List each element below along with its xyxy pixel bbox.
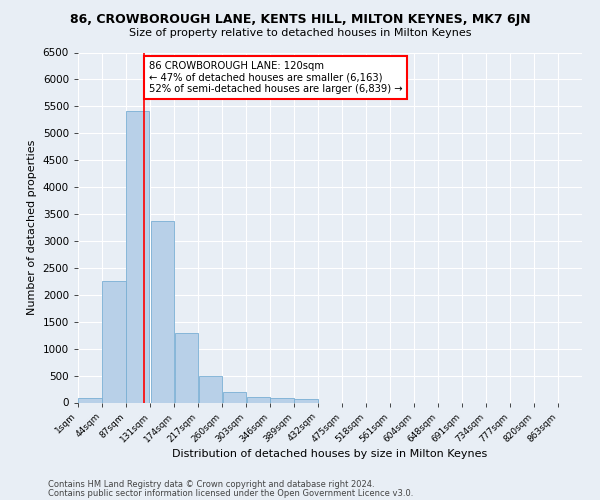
Text: 86 CROWBOROUGH LANE: 120sqm
← 47% of detached houses are smaller (6,163)
52% of : 86 CROWBOROUGH LANE: 120sqm ← 47% of det…: [149, 61, 403, 94]
Bar: [175, 333, 198, 402]
Text: Size of property relative to detached houses in Milton Keynes: Size of property relative to detached ho…: [129, 28, 471, 38]
Bar: [247, 397, 270, 402]
Bar: [126, 110, 149, 403]
Bar: [151, 220, 174, 402]
Bar: [199, 376, 222, 402]
Bar: [103, 281, 125, 402]
Text: 86, CROWBOROUGH LANE, KENTS HILL, MILTON KEYNES, MK7 6JN: 86, CROWBOROUGH LANE, KENTS HILL, MILTON…: [70, 12, 530, 26]
Bar: [295, 400, 317, 402]
Bar: [271, 398, 294, 402]
Text: Contains public sector information licensed under the Open Government Licence v3: Contains public sector information licen…: [48, 489, 413, 498]
X-axis label: Distribution of detached houses by size in Milton Keynes: Distribution of detached houses by size …: [172, 449, 488, 459]
Text: Contains HM Land Registry data © Crown copyright and database right 2024.: Contains HM Land Registry data © Crown c…: [48, 480, 374, 489]
Bar: [223, 392, 246, 402]
Y-axis label: Number of detached properties: Number of detached properties: [27, 140, 37, 315]
Bar: [79, 398, 101, 402]
